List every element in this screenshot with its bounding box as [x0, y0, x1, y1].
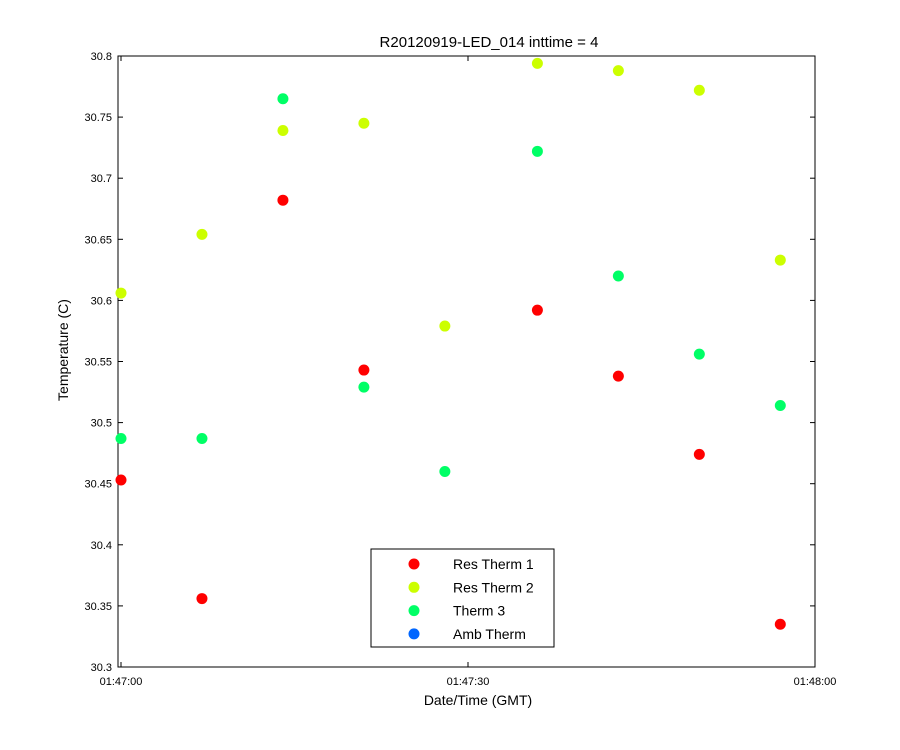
legend-label: Amb Therm: [453, 626, 526, 642]
data-point: [358, 364, 370, 376]
data-point: [439, 320, 451, 332]
data-point: [774, 399, 786, 411]
legend: Res Therm 1 Res Therm 2 Therm 3 Amb Therm: [370, 548, 555, 648]
data-point: [115, 287, 127, 299]
y-tick-label: 30.7: [91, 173, 112, 185]
data-point: [612, 270, 624, 282]
y-tick-label: 30.75: [84, 112, 112, 124]
y-tick-label: 30.8: [91, 51, 112, 63]
data-point: [693, 84, 705, 96]
legend-marker: [408, 628, 420, 640]
y-tick-label: 30.35: [84, 601, 112, 613]
data-point: [439, 465, 451, 477]
y-tick-label: 30.55: [84, 357, 112, 369]
y-tick-label: 30.5: [91, 418, 112, 430]
data-point: [612, 370, 624, 382]
data-point: [774, 254, 786, 266]
data-point: [531, 57, 543, 69]
y-tick-label: 30.6: [91, 295, 112, 307]
data-point: [693, 348, 705, 360]
axis-tick-labels: 30.3 30.35 30.4 30.45 30.5 30.55 30.6 30.65 30.7…: [84, 51, 836, 688]
legend-label: Therm 3: [453, 603, 505, 619]
data-point: [115, 432, 127, 444]
data-point: [531, 145, 543, 157]
data-point: [277, 93, 289, 105]
y-tick-label: 30.65: [84, 234, 112, 246]
legend-marker: [408, 581, 420, 593]
data-point: [196, 432, 208, 444]
x-axis-title: Date/Time (GMT): [424, 692, 532, 708]
data-point: [612, 65, 624, 77]
y-axis-title: Temperature (C): [55, 299, 71, 401]
y-tick-label: 30.4: [91, 540, 112, 552]
data-point: [196, 593, 208, 605]
y-tick-label: 30.3: [91, 662, 112, 674]
legend-label: Res Therm 2: [453, 579, 534, 595]
legend-marker: [408, 558, 420, 570]
data-point: [358, 381, 370, 393]
data-point: [774, 618, 786, 630]
x-tick-label: 01:48:00: [794, 676, 837, 688]
x-tick-label: 01:47:00: [100, 676, 143, 688]
data-point: [277, 194, 289, 206]
x-tick-label: 01:47:30: [447, 676, 490, 688]
data-point: [277, 125, 289, 137]
data-point: [693, 448, 705, 460]
legend-marker: [408, 605, 420, 617]
data-point: [196, 228, 208, 240]
legend-label: Res Therm 1: [453, 556, 534, 572]
data-point: [115, 474, 127, 486]
data-point: [531, 304, 543, 316]
legend-box: [370, 548, 555, 648]
chart-title: R20120919-LED_014 inttime = 4: [380, 34, 599, 51]
y-tick-label: 30.45: [84, 479, 112, 491]
data-point: [358, 117, 370, 129]
data-points: [115, 57, 786, 630]
